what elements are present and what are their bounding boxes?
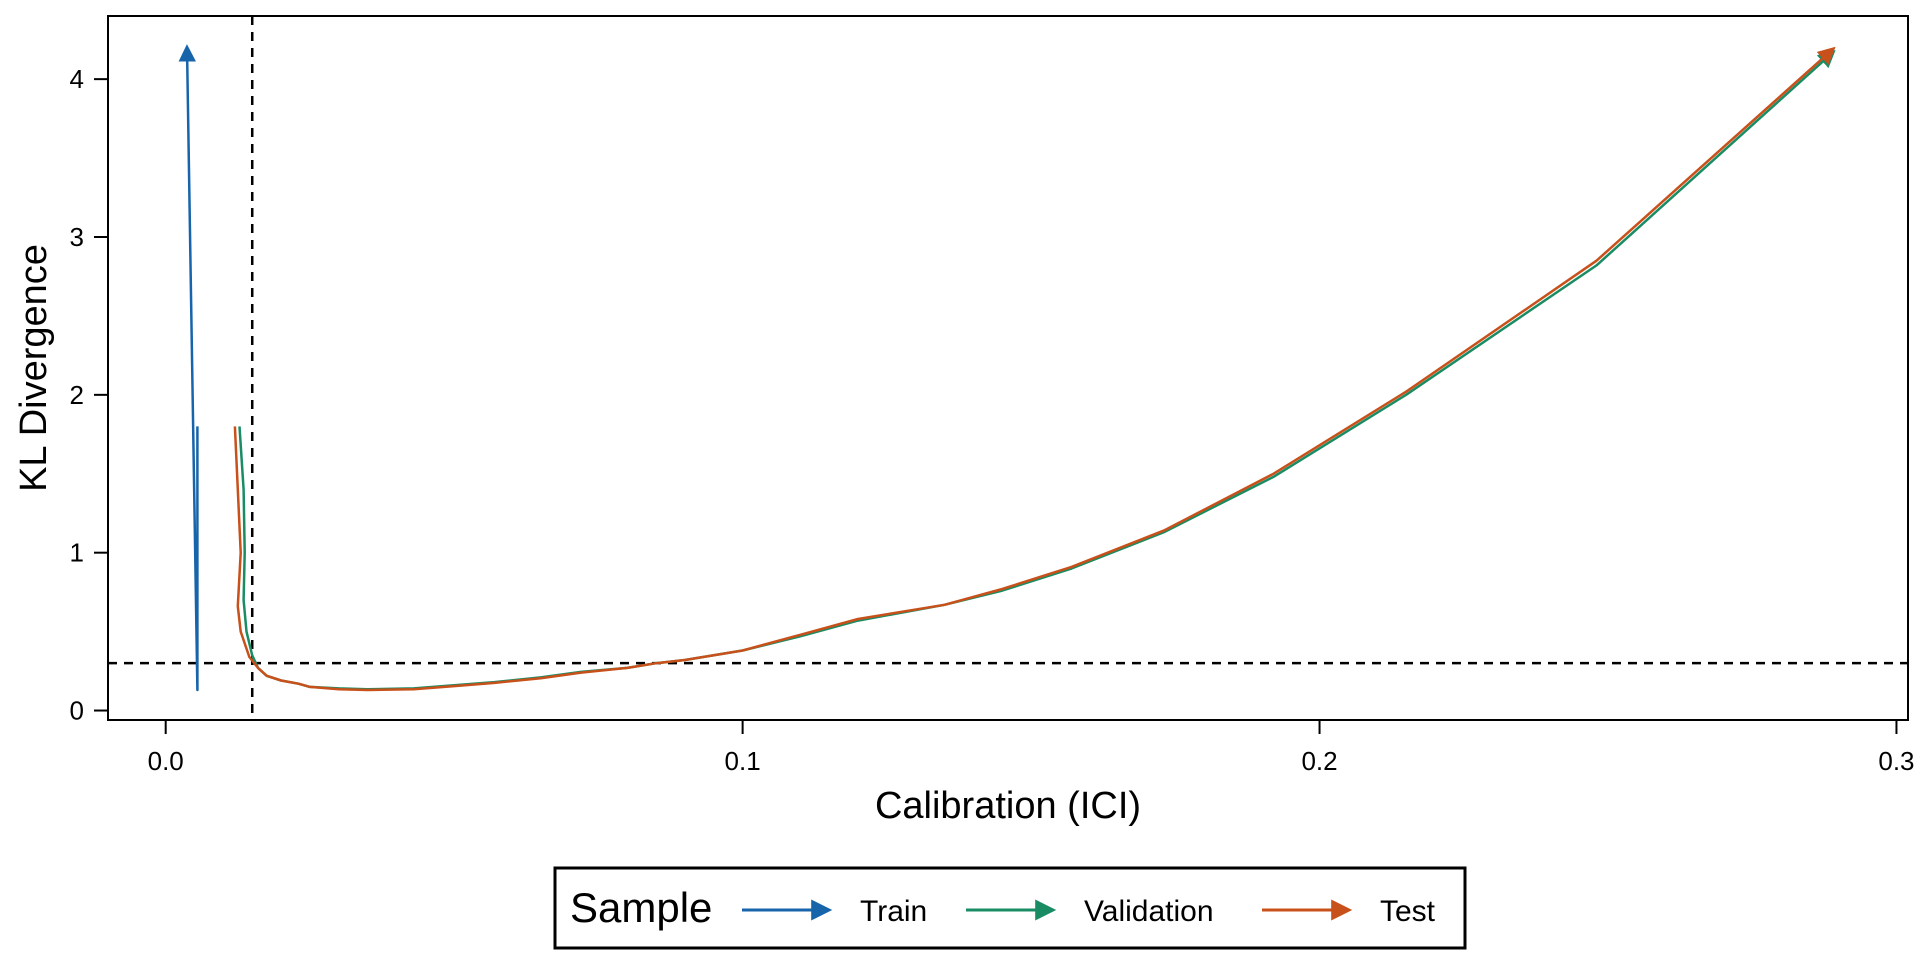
legend-label-train: Train <box>860 895 927 928</box>
legend-title: Sample <box>570 884 712 931</box>
reference-lines <box>108 16 1908 720</box>
x-tick-label: 0.0 <box>148 746 184 776</box>
series-line-validation <box>238 49 1836 691</box>
y-tick-label: 0 <box>70 696 84 726</box>
y-axis-title: KL Divergence <box>13 244 55 492</box>
legend-item-train: Train <box>742 895 927 928</box>
legend-item-test: Test <box>1262 895 1436 928</box>
y-tick-label: 1 <box>70 538 84 568</box>
legend-item-validation: Validation <box>966 895 1214 928</box>
legend-items: Train Validation Test <box>742 895 1436 928</box>
legend-box <box>553 866 1467 950</box>
y-axis: 0 1 2 3 4 <box>70 64 108 726</box>
legend-label-test: Test <box>1380 895 1436 928</box>
legend-label-validation: Validation <box>1084 895 1214 928</box>
x-tick-label: 0.3 <box>1878 746 1914 776</box>
y-tick-label: 4 <box>70 64 84 94</box>
x-axis: 0.0 0.1 0.2 0.3 <box>148 720 1915 776</box>
x-tick-label: 0.1 <box>725 746 761 776</box>
x-axis-title: Calibration (ICI) <box>875 785 1141 827</box>
y-tick-label: 3 <box>70 222 84 252</box>
y-tick-label: 2 <box>70 380 84 410</box>
x-tick-label: 0.2 <box>1301 746 1337 776</box>
series-line-test <box>233 46 1836 692</box>
series-layer <box>178 44 1836 692</box>
plot-frame <box>107 15 1909 721</box>
legend: Sample Train Validation Test <box>553 866 1467 950</box>
series-line-train <box>178 44 199 692</box>
